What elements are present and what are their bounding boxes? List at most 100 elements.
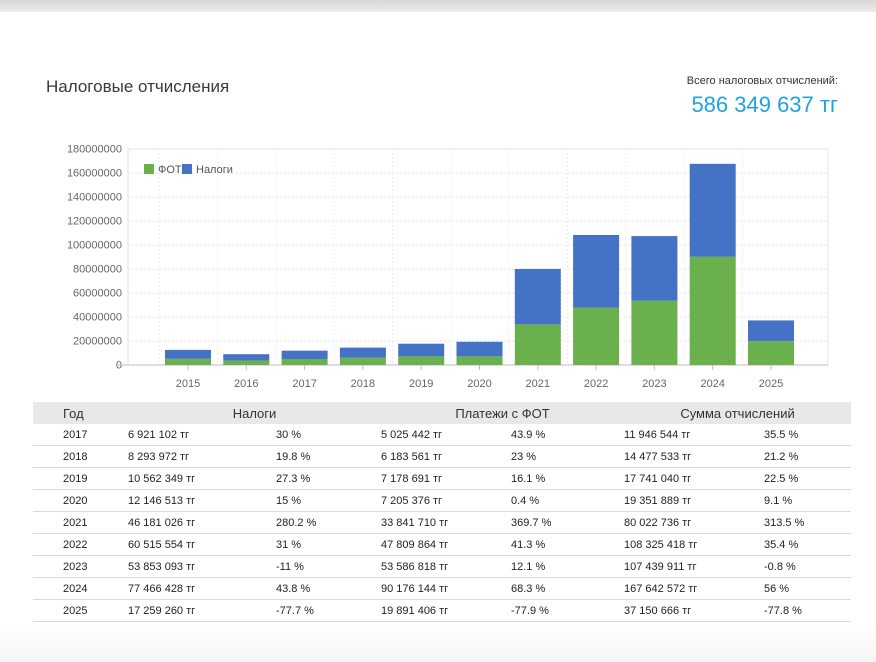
x-tick-label: 2015 — [176, 378, 200, 390]
bar-fot — [223, 360, 270, 365]
table-row: 2022 60 515 554 тг 31 % 47 809 864 тг 41.3 %… — [33, 533, 852, 556]
y-tick-label: 20000000 — [73, 336, 122, 348]
tax-cell: 12 146 513 тг — [128, 489, 276, 512]
bar-tax — [281, 350, 328, 359]
tax-cell: 8 293 972 тг — [128, 445, 276, 468]
x-tick-label: 2021 — [526, 378, 550, 390]
bar-tax — [748, 320, 794, 342]
page-title: Налоговые отчисления — [46, 77, 230, 96]
sum-pct-cell: -77.8 % — [764, 599, 852, 622]
fot-cell: 33 841 710 тг — [381, 511, 511, 534]
year-cell: 2018 — [33, 445, 128, 468]
table-row: 2023 53 853 093 тг -11 % 53 586 818 тг 12.1 … — [33, 555, 852, 578]
sum-pct-cell: 313.5 % — [764, 511, 852, 534]
sum-cell: 11 946 544 тг — [624, 424, 765, 446]
tax-cell: 60 515 554 тг — [128, 533, 276, 556]
tax-pct-cell: 30 % — [276, 424, 381, 446]
bar-fot — [281, 358, 328, 365]
year-cell: 2023 — [33, 555, 128, 578]
table-header-row: Год Налоги Платежи с ФОТ Сумма отчислени… — [33, 402, 852, 424]
year-cell: 2019 — [33, 467, 128, 490]
year-cell: 2021 — [33, 511, 128, 534]
legend-swatch — [182, 164, 192, 174]
bar-fot — [339, 357, 386, 365]
fot-cell: 5 025 442 тг — [381, 424, 511, 446]
y-tick-label: 140000000 — [67, 192, 122, 204]
bar-fot — [573, 307, 620, 365]
year-cell: 2022 — [33, 533, 128, 556]
year-cell: 2020 — [33, 489, 128, 512]
bar-fot — [456, 356, 503, 365]
tax-cell: 10 562 349 тг — [128, 467, 276, 490]
x-tick-label: 2016 — [234, 378, 258, 390]
sum-cell: 17 741 040 тг — [624, 467, 765, 490]
x-tick-label: 2025 — [759, 378, 783, 390]
bottom-fade — [0, 622, 876, 662]
tax-table: Год Налоги Платежи с ФОТ Сумма отчислени… — [33, 402, 852, 622]
sum-cell: 14 477 533 тг — [624, 445, 765, 468]
x-tick-label: 2018 — [351, 378, 375, 390]
tax-pct-cell: 27.3 % — [276, 467, 381, 490]
y-tick-label: 160000000 — [67, 168, 122, 180]
tax-pct-cell: -77.7 % — [276, 599, 381, 622]
year-cell: 2024 — [33, 577, 128, 600]
x-tick-label: 2020 — [467, 378, 491, 390]
table-row: 2024 77 466 428 тг 43.8 % 90 176 144 тг 68.3… — [33, 577, 852, 600]
tax-pct-cell: 15 % — [276, 489, 381, 512]
fot-cell: 90 176 144 тг — [381, 577, 511, 600]
bar-tax — [165, 349, 211, 359]
tax-pct-cell: 43.8 % — [276, 577, 381, 600]
tax-pct-cell: 31 % — [276, 533, 381, 556]
legend-swatch — [144, 164, 154, 174]
bar-tax — [631, 236, 678, 301]
header-fot: Платежи с ФОТ — [381, 402, 625, 424]
x-tick-label: 2019 — [409, 378, 433, 390]
y-tick-label: 120000000 — [67, 216, 122, 228]
table-row: 2025 17 259 260 тг -77.7 % 19 891 406 тг -77… — [33, 599, 852, 622]
tax-cell: 17 259 260 тг — [128, 599, 276, 622]
fot-pct-cell: 43.9 % — [511, 424, 625, 446]
bar-fot — [165, 358, 211, 365]
year-cell: 2025 — [33, 599, 128, 622]
bar-fot — [748, 341, 794, 365]
y-tick-label: 60000000 — [73, 288, 122, 300]
bar-fot — [631, 300, 678, 365]
bar-fot — [398, 356, 445, 365]
sum-cell: 167 642 572 тг — [624, 577, 765, 600]
table-row: 2020 12 146 513 тг 15 % 7 205 376 тг 0.4 % 19… — [33, 489, 852, 512]
bar-tax — [514, 268, 561, 325]
sum-cell: 37 150 666 тг — [624, 599, 765, 622]
fot-cell: 7 205 376 тг — [381, 489, 511, 512]
fot-cell: 7 178 691 тг — [381, 467, 511, 490]
fot-pct-cell: -77.9 % — [511, 599, 625, 622]
fot-cell: 6 183 561 тг — [381, 445, 511, 468]
fot-pct-cell: 68.3 % — [511, 577, 625, 600]
tax-cell: 53 853 093 тг — [128, 555, 276, 578]
sum-cell: 107 439 911 тг — [624, 555, 765, 578]
fot-cell: 19 891 406 тг — [381, 599, 511, 622]
fot-pct-cell: 23 % — [511, 445, 625, 468]
bar-fot — [689, 256, 736, 365]
fot-pct-cell: 0.4 % — [511, 489, 625, 512]
x-tick-label: 2024 — [700, 378, 724, 390]
sum-cell: 108 325 418 тг — [624, 533, 765, 556]
sum-pct-cell: 35.4 % — [764, 533, 852, 556]
bar-tax — [398, 343, 445, 357]
x-tick-label: 2022 — [584, 378, 608, 390]
sum-pct-cell: -0.8 % — [764, 555, 852, 578]
tax-pct-cell: 280.2 % — [276, 511, 381, 534]
y-tick-label: 180000000 — [67, 144, 122, 156]
fot-pct-cell: 369.7 % — [511, 511, 625, 534]
x-tick-label: 2017 — [292, 378, 316, 390]
tax-cell: 77 466 428 тг — [128, 577, 276, 600]
bar-tax — [456, 341, 503, 357]
header-sum: Сумма отчислений — [624, 402, 852, 424]
table-row: 2021 46 181 026 тг 280.2 % 33 841 710 тг 369… — [33, 511, 852, 534]
table-row: 2017 6 921 102 тг 30 % 5 025 442 тг 43.9 % 11… — [33, 424, 852, 446]
sum-pct-cell: 21.2 % — [764, 445, 852, 468]
sum-pct-cell: 35.5 % — [764, 424, 852, 446]
legend-label: Налоги — [196, 164, 233, 176]
bar-tax — [573, 235, 620, 308]
y-tick-label: 40000000 — [73, 312, 122, 324]
top-bar — [0, 0, 876, 12]
